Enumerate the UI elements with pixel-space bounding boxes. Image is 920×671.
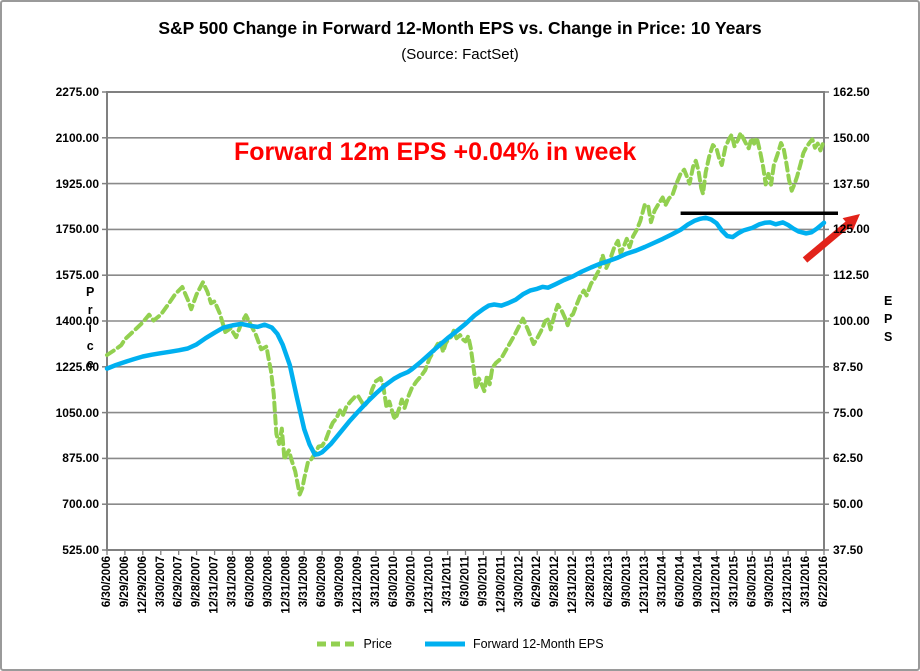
x-axis-tick-label: 12/31/2013	[638, 556, 651, 614]
x-axis-tick-label: 3/31/2015	[728, 556, 741, 608]
left-axis-tick-label: 875.00	[62, 451, 99, 466]
legend-label-forward-eps: Forward 12-Month EPS	[472, 637, 604, 651]
x-axis-tick-label: 12/30/2011	[495, 556, 508, 613]
left-axis-tick-label: 1575.00	[55, 268, 99, 283]
x-axis-tick-label: 3/28/2013	[585, 556, 597, 608]
x-axis-tick-label: 9/28/2012	[549, 556, 562, 608]
x-axis-tick-label: 9/28/2007	[190, 556, 203, 608]
x-axis-tick-label: 3/31/2011	[441, 556, 454, 607]
price-dashed-line-swatch	[317, 641, 356, 647]
x-axis-tick-label: 3/31/2014	[656, 556, 669, 608]
x-axis-tick-label: 3/31/2009	[298, 556, 311, 608]
x-axis-tick-label: 9/30/2011	[477, 556, 490, 607]
x-axis-tick-label: 9/30/2008	[262, 556, 275, 608]
legend: Price Forward 12-Month EPS	[2, 637, 918, 651]
legend-label-price: Price	[363, 637, 392, 651]
x-axis-tick-label: 6/28/2013	[602, 556, 615, 608]
x-axis-tick-label: 12/29/2006	[136, 556, 149, 614]
right-axis-tick-label: 125.00	[833, 222, 870, 237]
left-axis-tick-label: 1925.00	[55, 176, 99, 191]
right-axis-tick-label: 100.00	[833, 314, 870, 328]
left-axis-tick-label: 700.00	[62, 497, 99, 512]
x-axis-tick-label: 6/30/2015	[746, 556, 759, 608]
x-axis-tick-label: 3/31/2010	[369, 556, 382, 608]
x-axis-tick-label: 12/31/2010	[423, 556, 436, 614]
x-axis-tick-label: 12/31/2012	[567, 556, 579, 614]
x-axis-tick-label: 9/29/2006	[118, 556, 131, 608]
right-axis-tick-label: 87.50	[833, 359, 864, 374]
x-axis-tick-label: 9/30/2013	[620, 556, 633, 608]
x-axis-tick-label: 9/30/2014	[692, 556, 705, 608]
right-axis-tick-label: 137.50	[833, 176, 870, 191]
right-axis-tick-label: 150.00	[833, 130, 870, 145]
right-axis-tick-label: 112.50	[833, 268, 870, 283]
x-axis-tick-label: 3/31/2008	[226, 556, 239, 608]
legend-item-forward-eps: Forward 12-Month EPS	[424, 637, 604, 651]
chart-title: S&P 500 Change in Forward 12-Month EPS v…	[158, 18, 762, 38]
x-axis-tick-label: 6/30/2006	[101, 556, 113, 608]
left-axis-tick-label: 525.00	[62, 543, 99, 557]
left-axis-tick-label: 2100.00	[55, 130, 99, 145]
x-axis-tick-label: 6/30/2010	[387, 556, 400, 608]
x-axis-tick-label: 3/31/2016	[800, 556, 813, 608]
right-axis-tick-label: 75.00	[833, 405, 864, 420]
left-axis-tick-label: 1750.00	[55, 222, 99, 237]
right-axis-tick-label: 62.50	[833, 451, 864, 466]
x-axis-tick-label: 3/30/2007	[154, 556, 167, 608]
left-axis-tick-label: 1225.00	[55, 359, 99, 374]
left-axis-tick-label: 1050.00	[55, 405, 99, 420]
right-axis-tick-label: 162.50	[833, 85, 870, 99]
left-axis-tick-label: 2275.00	[55, 85, 99, 99]
x-axis-tick-label: 9/30/2009	[334, 556, 346, 608]
x-axis-tick-label: 6/29/2007	[172, 556, 185, 608]
left-axis-tick-label: 1400.00	[55, 314, 99, 328]
x-axis-tick-label: 6/22/2016	[818, 556, 830, 608]
x-axis-tick-label: 6/30/2014	[674, 556, 687, 608]
chart-subtitle: (Source: FactSet)	[401, 46, 519, 63]
x-axis-tick-label: 12/31/2008	[280, 556, 293, 614]
x-axis-tick-label: 9/30/2010	[405, 556, 418, 608]
x-axis-tick-label: 6/30/2009	[316, 556, 329, 608]
x-axis-tick-label: 3/30/2012	[513, 556, 526, 608]
x-axis-tick-label: 12/31/2014	[710, 556, 723, 614]
legend-item-price: Price	[316, 637, 392, 651]
right-axis-tick-label: 50.00	[833, 497, 864, 512]
right-axis-tick-label: 37.50	[833, 543, 864, 557]
eps-solid-line-swatch	[424, 641, 465, 647]
x-axis-tick-label: 12/31/2015	[782, 556, 795, 614]
x-axis-tick-label: 6/29/2012	[531, 556, 544, 608]
x-axis-tick-label: 12/31/2009	[351, 556, 364, 614]
x-axis-tick-label: 6/30/2008	[244, 556, 257, 608]
x-axis-tick-label: 9/30/2015	[764, 556, 777, 608]
eps-weekly-change-callout: Forward 12m EPS +0.04% in week	[234, 138, 637, 166]
x-axis-tick-label: 12/31/2007	[208, 556, 221, 614]
x-axis-tick-label: 6/30/2011	[459, 556, 472, 607]
